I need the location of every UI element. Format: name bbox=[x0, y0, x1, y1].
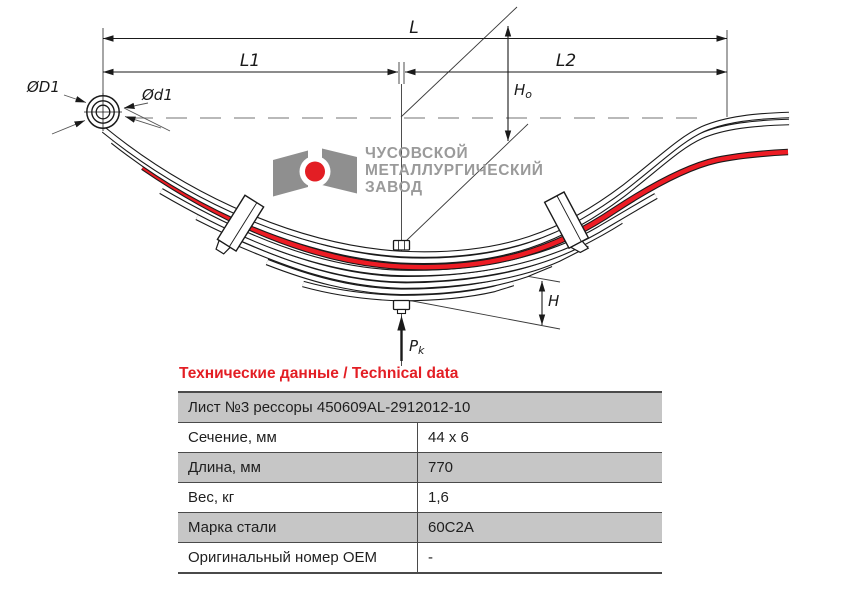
technical-data-heading: Технические данные / Technical data bbox=[179, 365, 459, 382]
row-value-steel: 60С2А bbox=[417, 512, 662, 543]
logo-text-line2: МЕТАЛЛУРГИЧЕСКИЙ bbox=[365, 161, 544, 179]
dimension-lines bbox=[103, 26, 727, 325]
logo-text-line3: ЗАВОД bbox=[365, 179, 423, 196]
right-clamp bbox=[543, 191, 590, 254]
table-row: Длина, мм 770 bbox=[178, 452, 662, 483]
technical-data-table: Лист №3 рессоры 450609AL-2912012-10 Сече… bbox=[178, 391, 662, 574]
table-row: Вес, кг 1,6 bbox=[178, 482, 662, 513]
table-row: Оригинальный номер OEM - bbox=[178, 542, 662, 573]
row-value-weight: 1,6 bbox=[417, 482, 662, 513]
logo-dot bbox=[305, 161, 325, 182]
dim-label-h: H bbox=[548, 292, 559, 310]
dim-label-l2: L2 bbox=[556, 51, 576, 71]
row-value-section: 44 x 6 bbox=[417, 422, 662, 453]
spring-eye bbox=[84, 93, 122, 131]
table-row: Марка стали 60С2А bbox=[178, 512, 662, 543]
eye-diameter-leaders bbox=[51, 94, 171, 135]
dim-label-l: L bbox=[409, 18, 418, 38]
spring-part-title: Лист №3 рессоры 450609AL-2912012-10 bbox=[188, 399, 471, 416]
left-clamp bbox=[215, 194, 265, 255]
row-label-steel: Марка стали bbox=[188, 519, 277, 536]
logo-left-flag bbox=[273, 150, 308, 197]
dim-label-d1-inner: Ød1 bbox=[141, 86, 173, 104]
logo-right-flag bbox=[322, 148, 357, 194]
dim-label-pk: Pk bbox=[409, 337, 425, 357]
leader-diagonals bbox=[400, 6, 529, 242]
leaf-3-highlighted bbox=[141, 149, 789, 270]
leaf-stack bbox=[101, 111, 790, 302]
pk-load-arrow bbox=[397, 315, 406, 361]
table-row: Сечение, мм 44 x 6 bbox=[178, 422, 662, 453]
dim-label-d1-outer: ØD1 bbox=[26, 78, 60, 96]
row-value-length: 770 bbox=[417, 452, 662, 483]
dim-label-l1: L1 bbox=[240, 51, 260, 71]
leaf-spring-technical-drawing: L L1 L2 Ho H Pk ØD1 Ød1 ЧУСОВСКОЙ МЕТАЛЛ… bbox=[26, 6, 790, 366]
factory-logo: ЧУСОВСКОЙ МЕТАЛЛУРГИЧЕСКИЙ ЗАВОД bbox=[273, 144, 544, 197]
row-label-oem: Оригинальный номер OEM bbox=[188, 549, 378, 566]
table-row-title: Лист №3 рессоры 450609AL-2912012-10 bbox=[178, 392, 662, 423]
row-label-length: Длина, мм bbox=[188, 459, 261, 476]
row-value-oem: - bbox=[417, 542, 662, 573]
dim-label-h0: Ho bbox=[514, 81, 532, 101]
center-bolt-nut bbox=[392, 299, 411, 315]
row-label-section: Сечение, мм bbox=[188, 429, 277, 446]
row-label-weight: Вес, кг bbox=[188, 489, 235, 506]
center-bolt bbox=[392, 239, 411, 251]
technical-data-section: Технические данные / Technical data Лист… bbox=[178, 365, 664, 574]
logo-text-line1: ЧУСОВСКОЙ bbox=[365, 144, 468, 162]
